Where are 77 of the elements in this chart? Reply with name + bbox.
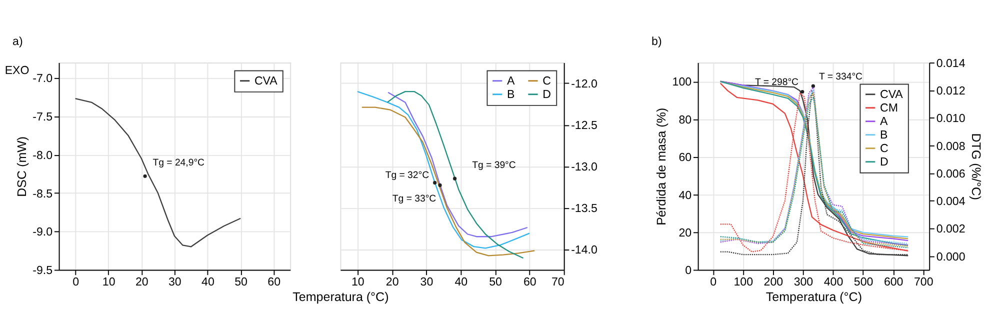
y2-tick-label: 0.008 — [936, 140, 966, 153]
y-axis-title: Pérdida de masa (%) — [654, 108, 669, 226]
x-tick-label: 20 — [386, 276, 399, 289]
legend-label: A — [880, 116, 888, 128]
y-tick-label: -8.5 — [32, 188, 53, 200]
y-tick-label: -7.5 — [32, 112, 53, 124]
legend-label: C — [542, 76, 551, 88]
y-tick-label: -7.0 — [32, 73, 53, 86]
annotation: Tg = 32°C — [385, 170, 430, 181]
annotation: Tg = 24,9°C — [152, 158, 205, 169]
legend-label: D — [880, 156, 888, 169]
y-tick-label: -9.0 — [32, 226, 53, 239]
x-tick-label: 700 — [914, 276, 934, 289]
y-tick-label: 60 — [678, 152, 692, 164]
x-axis-title: Temperatura (°C) — [766, 290, 862, 304]
y-tick-label: -9.5 — [32, 265, 53, 278]
x-tick-label: 30 — [168, 276, 182, 289]
y2-axis-title: DTG (%/°C) — [969, 133, 984, 200]
x-tick-label: 0 — [710, 276, 717, 289]
x-tick-label: 0 — [72, 276, 80, 289]
legend-label: B — [506, 89, 515, 102]
y-axis-title: DSC (mW) — [14, 136, 29, 197]
y-tick-label: -8.0 — [32, 150, 53, 162]
legend-label: CM — [880, 102, 898, 115]
y2-tick-label: 0.006 — [936, 168, 966, 180]
x-tick-label: 70 — [551, 276, 564, 289]
x-tick-label: 300 — [794, 276, 814, 289]
annotation: Tg = 33°C — [392, 194, 436, 205]
y-tick-label: 20 — [678, 227, 692, 240]
legend-label: CVA — [880, 89, 904, 102]
x-tick-label: 500 — [854, 276, 874, 289]
legend-label: A — [506, 76, 515, 88]
x-tick-label: 40 — [202, 276, 214, 289]
line-series — [387, 92, 528, 238]
x-tick-label: 20 — [135, 276, 148, 289]
y2-tick-label: 0.004 — [936, 196, 966, 208]
x-tick-label: 10 — [102, 276, 116, 289]
line-series — [386, 90, 524, 259]
y-tick-label: -12.5 — [571, 120, 598, 132]
text: EXO — [4, 65, 30, 78]
x-tick-label: 50 — [234, 276, 248, 289]
y-tick-label: -13.0 — [571, 161, 598, 174]
x-tick-label: 10 — [351, 276, 364, 289]
x-tick-label: 40 — [454, 276, 468, 289]
y2-tick-label: 0.002 — [936, 224, 966, 236]
x-tick-label: 100 — [734, 276, 753, 289]
y2-tick-label: 0.014 — [936, 58, 966, 70]
line-series — [74, 98, 242, 248]
line-series — [356, 90, 530, 249]
annotation: T = 334°C — [818, 71, 863, 82]
x-axis-title: Temperatura (°C) — [292, 290, 389, 304]
legend-label: CVA — [254, 76, 278, 88]
y2-tick-label: 0.012 — [936, 86, 966, 98]
legend-label: C — [880, 143, 888, 156]
line-series — [361, 106, 536, 256]
y2-tick-label: 0.000 — [936, 251, 966, 264]
annotation: T = 298°C — [754, 76, 799, 88]
text: b) — [652, 36, 662, 48]
y2-tick-label: 0.010 — [936, 113, 966, 126]
y-tick-label: 80 — [678, 114, 692, 126]
x-tick-label: 60 — [268, 276, 280, 289]
y-tick-label: 0 — [685, 265, 692, 278]
legend-label: D — [542, 89, 551, 102]
x-tick-label: 30 — [420, 276, 434, 289]
annotation: Tg = 39°C — [472, 160, 516, 171]
y-tick-label: -12.0 — [571, 78, 598, 91]
text: a) — [12, 36, 23, 48]
x-tick-label: 50 — [489, 276, 502, 289]
y-tick-label: -14.0 — [571, 244, 598, 256]
x-tick-label: 60 — [524, 276, 536, 289]
x-tick-label: 600 — [884, 276, 904, 289]
legend-label: B — [880, 130, 888, 142]
y-tick-label: 40 — [678, 190, 692, 202]
x-tick-label: 400 — [824, 276, 844, 289]
x-tick-label: 200 — [764, 276, 784, 289]
y-tick-label: -13.5 — [571, 202, 598, 215]
y-tick-label: 100 — [672, 76, 692, 89]
